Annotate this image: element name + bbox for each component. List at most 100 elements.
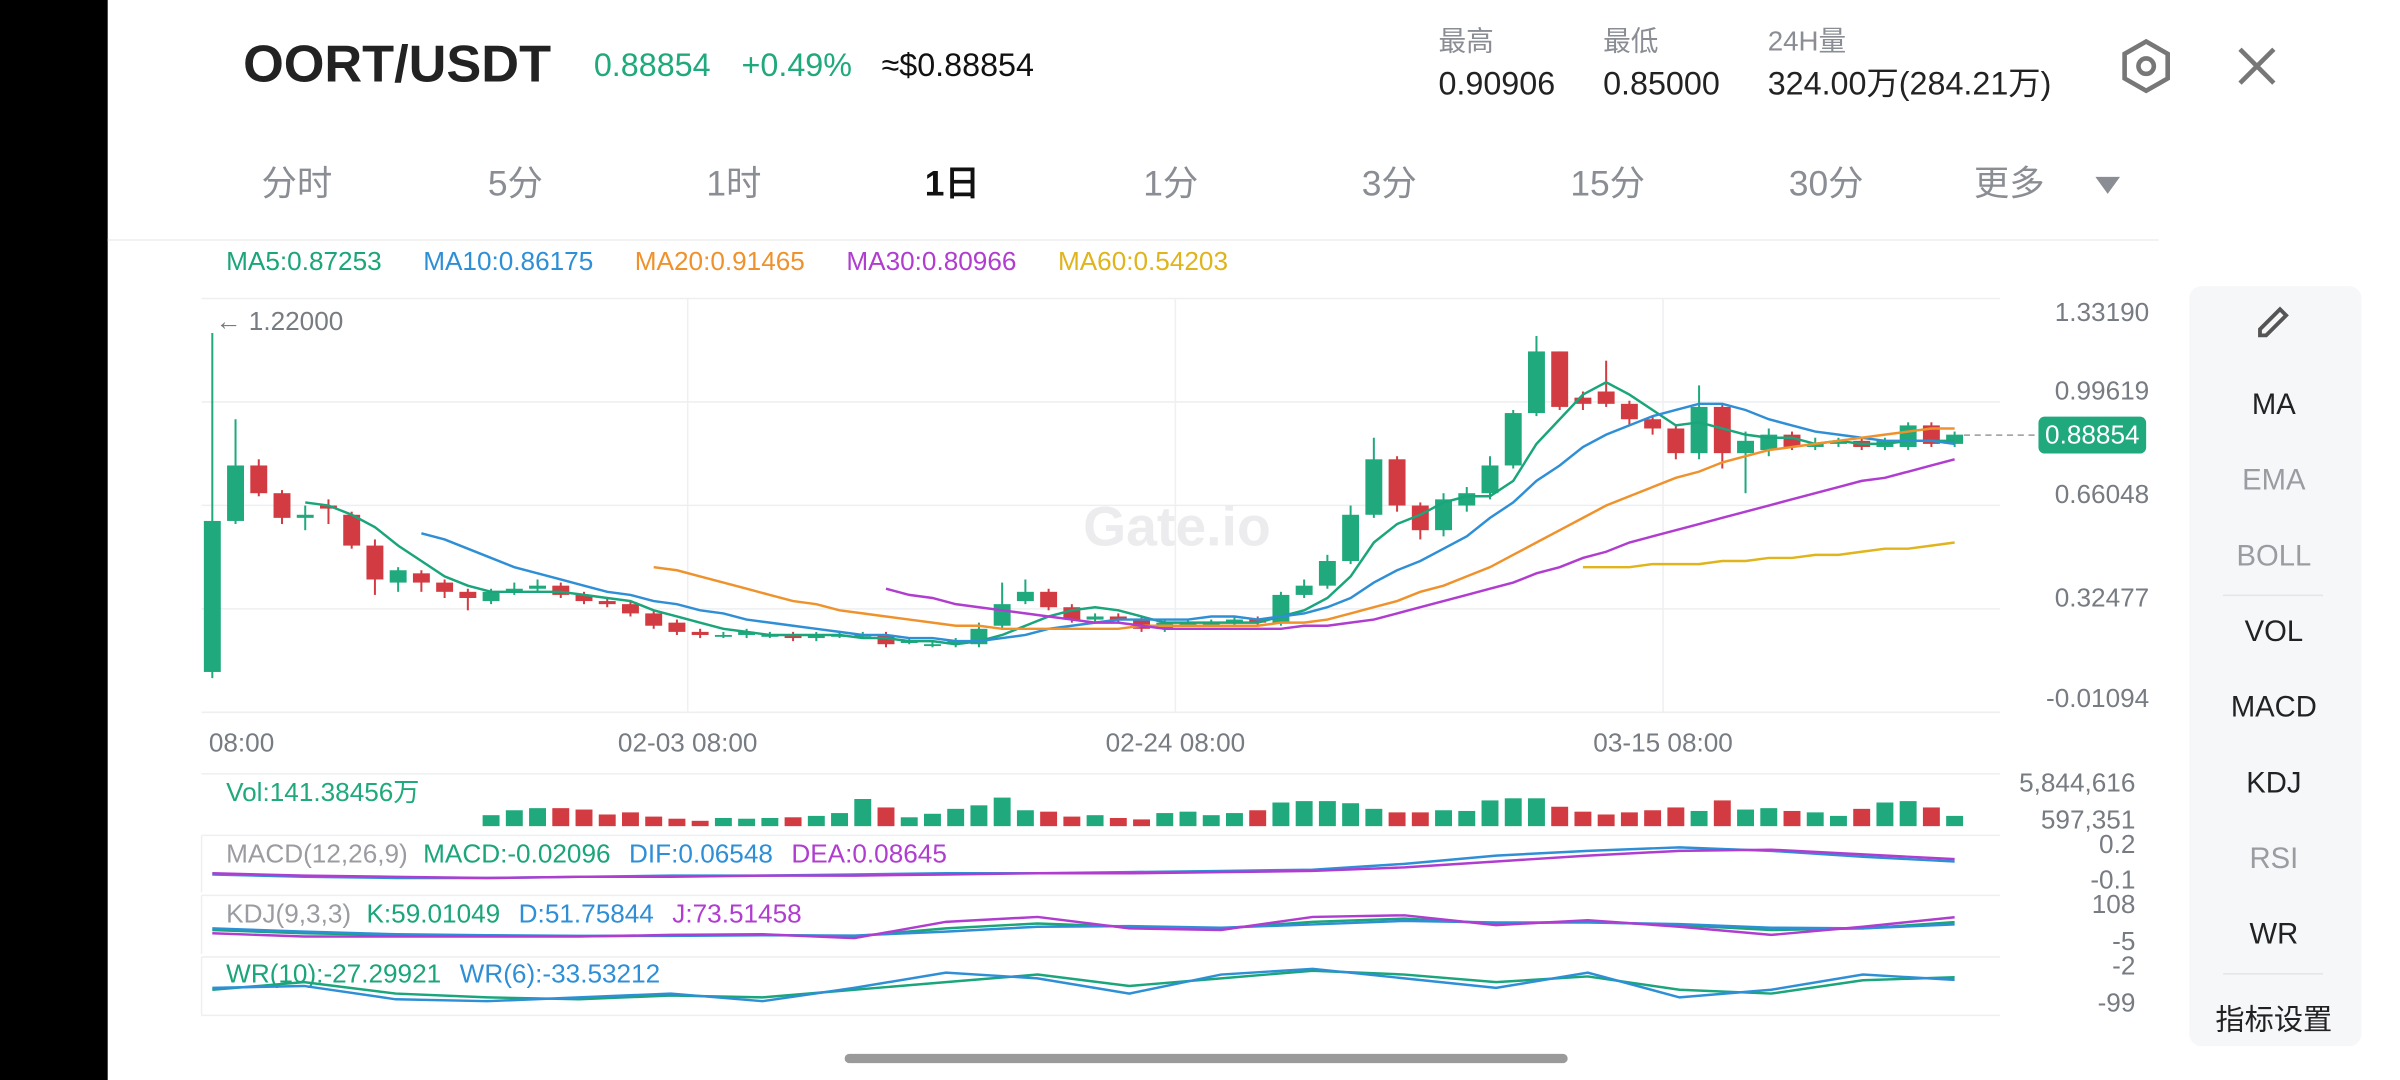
volume-bar: [854, 799, 872, 827]
volume-bar: [622, 812, 639, 827]
hexagon[interactable]: [2122, 38, 2170, 94]
volume-bar: [714, 818, 732, 827]
volume-bar: [1922, 807, 1940, 827]
tab[interactable]: 30分: [1789, 164, 1864, 203]
y-tick-label: 0.32477: [2055, 583, 2150, 613]
usd-price: ≈$0.88854: [882, 47, 1034, 83]
candle-body: [1226, 619, 1243, 623]
candle-body: [1737, 440, 1754, 454]
indicator-tick-label: -2: [2112, 951, 2135, 981]
tab[interactable]: 5分: [488, 164, 543, 203]
candle-body: [1644, 419, 1662, 429]
volume-bar: [1458, 810, 1476, 827]
candle-body: [1295, 585, 1313, 595]
candle-body: [1504, 413, 1522, 466]
hex-dot[interactable]: [2136, 56, 2157, 77]
volume-bar: [1342, 803, 1360, 827]
volume-bar: [1435, 810, 1452, 827]
indicator-option[interactable]: MA: [2252, 389, 2296, 421]
candle-body: [1946, 434, 1964, 444]
candle-body: [714, 634, 732, 637]
candle-body: [1620, 403, 1638, 420]
home-bar[interactable]: [844, 1053, 1568, 1064]
candle-body: [482, 591, 500, 602]
close-stroke[interactable]: [2238, 47, 2276, 85]
candle-body: [947, 641, 965, 645]
indicator-line: [212, 967, 1955, 1003]
indicator-legend: J:73.51458: [672, 898, 801, 928]
candle-body: [1713, 406, 1731, 454]
volume-bar: [1295, 801, 1313, 827]
candle-body: [1342, 514, 1360, 562]
candle-body: [1667, 428, 1685, 454]
candle-body: [1481, 465, 1499, 494]
indicator-settings[interactable]: 指标设置: [2215, 1003, 2332, 1036]
candle-body: [645, 613, 663, 626]
candle-body: [1249, 619, 1267, 623]
indicator-option[interactable]: WR: [2250, 919, 2299, 951]
candle-body: [296, 514, 314, 518]
candle-body: [738, 631, 756, 635]
tab[interactable]: 1分: [1143, 164, 1198, 203]
candle-body: [389, 570, 407, 583]
indicator-option[interactable]: RSI: [2249, 843, 2298, 875]
indicator-legend: MACD:-0.02096: [423, 838, 610, 868]
edit-icon[interactable]: [2258, 306, 2289, 338]
candle-body: [1597, 391, 1615, 404]
tab[interactable]: 分时: [262, 164, 333, 203]
volume-bar: [1597, 814, 1615, 827]
tab[interactable]: 15分: [1570, 164, 1645, 203]
pencil[interactable]: [2258, 306, 2289, 338]
close-icon[interactable]: [2238, 47, 2276, 85]
indicator-line: [212, 914, 1955, 940]
change: +0.49%: [742, 47, 852, 83]
volume-bar: [1853, 808, 1871, 827]
candle-body: [1109, 616, 1127, 620]
volume-bar: [1156, 813, 1174, 827]
stat-label: 最高: [1438, 25, 1493, 56]
volume-bar: [1528, 798, 1545, 827]
indicator-option[interactable]: BOLL: [2236, 540, 2311, 572]
candle-body: [459, 591, 477, 598]
indicator-legend: K:59.01049: [366, 898, 500, 928]
tab[interactable]: 1日: [925, 164, 980, 203]
candle-body: [203, 520, 221, 672]
tab[interactable]: 3分: [1362, 164, 1417, 203]
candle-body: [1574, 397, 1592, 404]
volume-bar: [1830, 815, 1847, 827]
volume-bar: [505, 810, 523, 827]
indicator-option[interactable]: EMA: [2242, 465, 2306, 497]
volume-bar: [1365, 808, 1383, 827]
volume-bar: [807, 815, 825, 827]
tab[interactable]: 1时: [706, 164, 761, 203]
more-arrow[interactable]: [2095, 176, 2120, 194]
indicator-option[interactable]: VOL: [2245, 616, 2303, 648]
candle-body: [529, 585, 546, 589]
volume-bar: [738, 818, 756, 827]
candle-body: [250, 465, 268, 494]
volume-bar: [1411, 812, 1429, 827]
indicator-option[interactable]: MACD: [2231, 692, 2317, 724]
candle-body: [1388, 459, 1406, 506]
pair: OORT/USDT: [243, 36, 551, 94]
candle-body: [1458, 493, 1476, 506]
indicator-option[interactable]: KDJ: [2246, 767, 2301, 799]
candle-body: [1830, 440, 1847, 444]
volume-bar: [668, 818, 686, 827]
tab[interactable]: 更多: [1974, 164, 2045, 203]
ma-line: [653, 427, 1955, 631]
volume-bar: [1318, 801, 1336, 827]
candle-body: [1899, 425, 1917, 447]
volume-bar: [1899, 801, 1917, 827]
volume-bar: [1783, 810, 1801, 827]
volume-tick-label: 5,844,616: [2019, 768, 2135, 798]
x-tick-label: 02-03 08:00: [618, 728, 758, 758]
indicator-legend: WR(6):-33.53212: [460, 958, 661, 988]
volume-bar: [947, 808, 965, 827]
candle-body: [552, 585, 570, 595]
volume-bar: [1504, 798, 1522, 827]
candle-body: [366, 545, 384, 580]
volume-bar: [1086, 815, 1104, 827]
settings-icon[interactable]: [2122, 38, 2170, 94]
